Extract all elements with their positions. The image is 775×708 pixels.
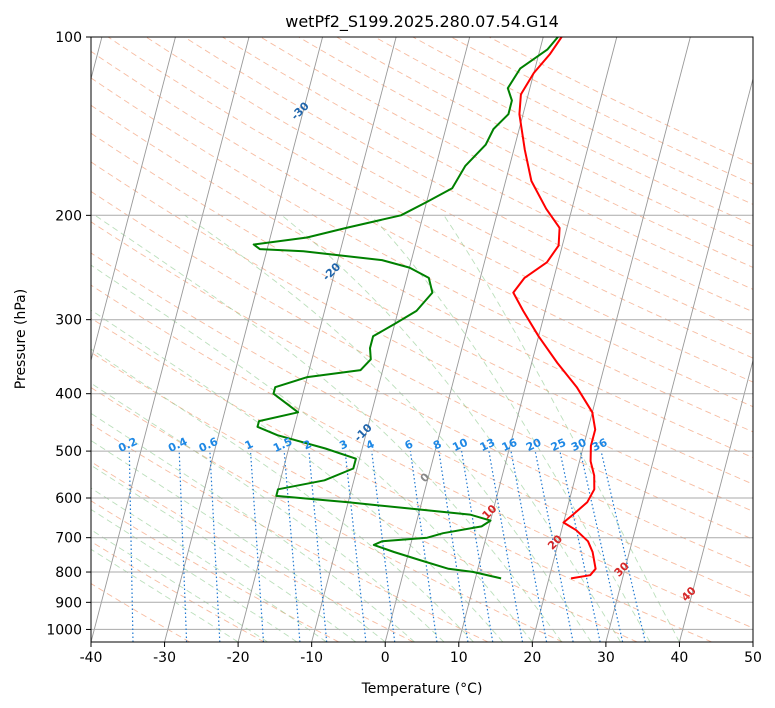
y-tick-label: 100 — [55, 30, 82, 46]
x-axis-label: Temperature (°C) — [361, 681, 483, 697]
mixing-ratio-label: 25 — [549, 436, 568, 454]
mixing-ratio-line — [488, 450, 524, 642]
mixing-ratio-line — [600, 450, 646, 642]
moist-adiabat — [91, 348, 474, 642]
dry-adiabat — [298, 37, 753, 268]
dry-adiabat — [91, 50, 753, 408]
temperature-line — [512, 37, 597, 580]
x-tick-label: -40 — [80, 650, 103, 666]
isotherm — [605, 76, 753, 642]
mixing-ratio-line — [534, 450, 574, 642]
mixing-ratio-label: 36 — [590, 436, 610, 454]
isotherm — [384, 37, 544, 642]
mixing-ratio-label: 13 — [478, 436, 497, 454]
y-tick-label: 600 — [55, 491, 82, 507]
mixing-ratio-line — [461, 451, 494, 642]
x-tick-label: -10 — [300, 650, 323, 666]
dry-adiabat — [107, 37, 753, 383]
dry-adiabat — [222, 37, 753, 313]
moist-adiabat — [91, 487, 327, 642]
dry-adiabat — [91, 423, 489, 642]
y-tick-label: 500 — [55, 444, 82, 460]
chart-title: wetPf2_S199.2025.280.07.54.G14 — [285, 12, 559, 32]
dry-adiabat — [91, 221, 753, 569]
axes: -40 -30 -20 -10 0 10 20 30 40 50 100 200 300 400 500 60… — [46, 30, 762, 666]
moist-adiabat — [370, 214, 651, 642]
y-tick-label: 1000 — [46, 622, 82, 638]
x-tick-label: -30 — [153, 650, 176, 666]
dry-adiabat — [374, 37, 753, 226]
isotherm — [311, 37, 471, 642]
moist-adiabat — [281, 214, 621, 642]
dewpoint-line — [252, 37, 559, 580]
y-axis-label: Pressure (hPa) — [13, 289, 29, 389]
y-tick-label: 400 — [55, 387, 82, 403]
y-tick-label: 300 — [55, 313, 82, 329]
mixing-ratio-label: 20 — [524, 436, 544, 454]
x-tick-label: 40 — [671, 650, 689, 666]
dry-adiabat — [412, 37, 753, 205]
moist-adiabat — [184, 214, 592, 642]
isotherm — [458, 37, 618, 642]
mixing-ratio-label: 30 — [569, 436, 589, 454]
plot-frame — [90, 36, 754, 643]
mixing-ratio-line — [559, 450, 601, 642]
y-tick-label: 900 — [55, 595, 82, 611]
x-tick-label: 50 — [744, 650, 762, 666]
dry-adiabat — [91, 317, 712, 642]
background-lines — [91, 37, 753, 642]
dry-adiabat — [91, 461, 414, 642]
y-tick-label: 200 — [55, 208, 82, 224]
isotherm — [164, 37, 324, 642]
dry-adiabat — [145, 37, 753, 359]
profile-series — [252, 37, 597, 580]
mixing-ratio-line — [510, 450, 548, 642]
x-tick-label: -20 — [227, 650, 250, 666]
dry-adiabat — [450, 37, 753, 185]
moist-adiabat — [91, 464, 357, 642]
mixing-ratio-line — [438, 451, 469, 642]
isotherm — [91, 37, 250, 642]
dry-adiabat — [488, 37, 753, 165]
isotherm — [237, 37, 397, 642]
moist-adiabat — [91, 309, 504, 642]
dry-adiabat — [336, 37, 753, 247]
dry-adiabat — [260, 37, 753, 290]
dry-adiabat — [184, 37, 753, 336]
x-tick-label: 20 — [523, 650, 541, 666]
mixing-ratio-label: 10 — [450, 436, 470, 454]
dry-adiabat — [91, 284, 753, 629]
isotherm — [531, 37, 691, 642]
x-tick-label: 10 — [450, 650, 468, 666]
moist-adiabat — [91, 382, 445, 642]
mixing-ratio-line — [579, 450, 624, 642]
moist-adiabat — [91, 439, 386, 642]
y-tick-label: 800 — [55, 565, 82, 581]
mixing-ratio-line — [371, 451, 396, 642]
moist-adiabat — [91, 412, 415, 642]
moist-adiabat — [443, 215, 680, 642]
mixing-ratio-label: 16 — [500, 436, 520, 454]
dry-adiabat — [91, 351, 638, 642]
isotherm — [679, 358, 753, 642]
mixing-ratio-line — [409, 451, 438, 642]
y-tick-label: 700 — [55, 531, 82, 547]
mixing-ratio-line — [344, 451, 367, 642]
x-tick-label: 30 — [597, 650, 615, 666]
x-tick-label: 0 — [381, 650, 390, 666]
isotherm — [91, 37, 176, 363]
